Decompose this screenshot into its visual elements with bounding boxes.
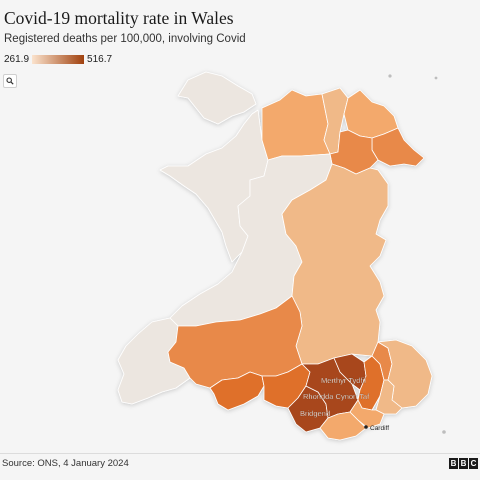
- label-rhondda-cynon-taf: Rhondda Cynon Taf: [303, 392, 370, 401]
- legend-gradient-bar: [32, 54, 85, 64]
- map-title: Covid-19 mortality rate in Wales: [4, 8, 234, 28]
- bbc-logo: B B C: [449, 458, 478, 469]
- label-bridgend: Bridgend: [300, 409, 330, 418]
- island-marker: [388, 74, 392, 78]
- island-marker: [442, 430, 446, 434]
- island-marker: [434, 76, 438, 80]
- region-swansea[interactable]: [209, 371, 265, 411]
- bbc-logo-b1: B: [449, 458, 458, 469]
- region-newport[interactable]: [375, 379, 403, 415]
- bbc-logo-b2: B: [459, 458, 468, 469]
- map-subtitle: Registered deaths per 100,000, involving…: [4, 33, 246, 45]
- legend-max-label: 516.7: [87, 53, 113, 65]
- cardiff-marker: [364, 425, 368, 429]
- region-monmouthshire[interactable]: [377, 339, 433, 409]
- zoom-button[interactable]: [3, 74, 17, 88]
- search-icon: [6, 77, 14, 85]
- source-note: Source: ONS, 4 January 2024: [2, 458, 129, 469]
- legend-min-label: 261.9: [4, 53, 30, 65]
- region-cardiff[interactable]: [349, 399, 385, 429]
- label-cardiff: Cardiff: [370, 425, 389, 432]
- footer-divider: [0, 453, 480, 454]
- color-legend: 261.9 516.7: [4, 52, 112, 66]
- label-merthyr-tydfil: Merthyr Tydfil: [321, 376, 366, 385]
- region-vale-of-glamorgan[interactable]: [319, 411, 367, 441]
- region-conwy[interactable]: [261, 89, 331, 161]
- bbc-logo-c: C: [469, 458, 478, 469]
- region-anglesey[interactable]: [177, 71, 257, 125]
- region-flintshire[interactable]: [343, 89, 399, 139]
